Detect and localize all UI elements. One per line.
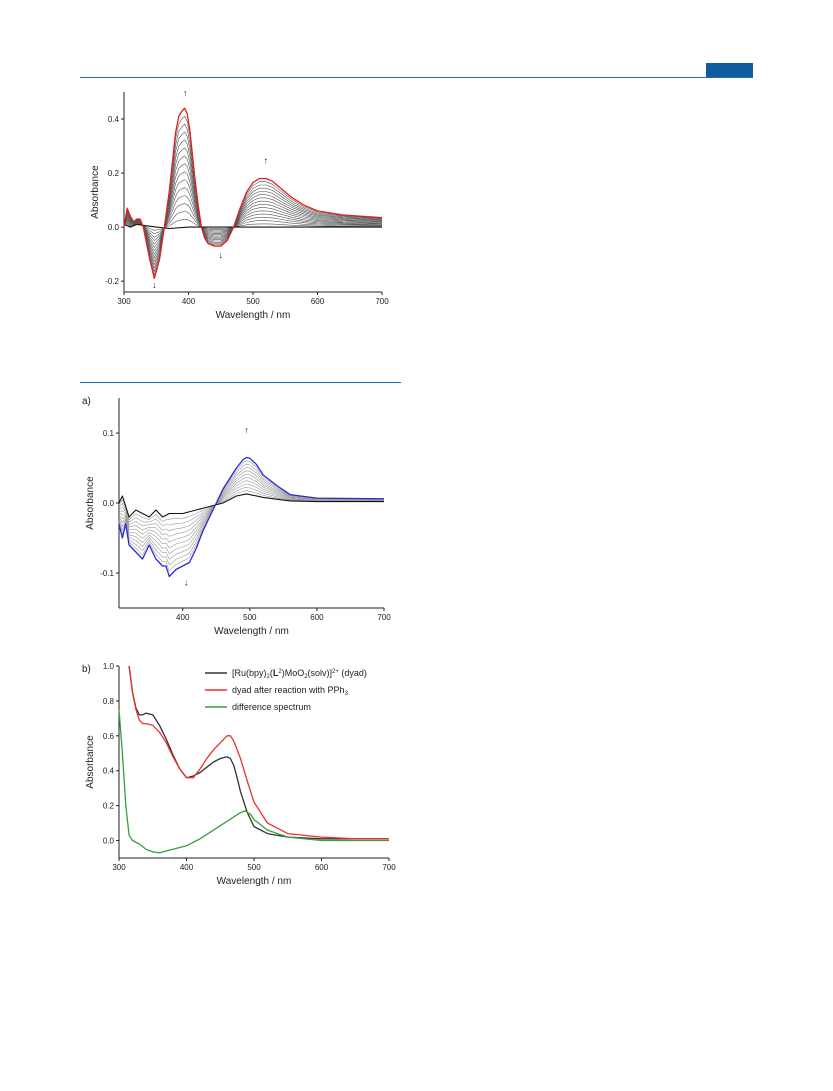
y-tick-label: -0.2 (105, 277, 119, 286)
initial-trace-line (123, 223, 382, 230)
y-tick-label: 0.1 (103, 429, 115, 438)
series-line (118, 709, 389, 854)
x-tick-label: 600 (311, 297, 325, 306)
y-tick-label: -0.1 (100, 569, 114, 578)
x-tick-label: 600 (315, 863, 329, 872)
intermediate-trace-line (118, 473, 385, 549)
intermediate-trace-line (123, 195, 383, 241)
legend-text-part: ( (270, 668, 273, 678)
intermediate-trace-line (118, 490, 384, 522)
x-tick-label: 500 (246, 297, 260, 306)
y-tick-label: 0.0 (103, 837, 115, 846)
intermediate-trace-line (123, 155, 383, 259)
section-rule (80, 382, 401, 383)
y-tick-label: 0.2 (108, 169, 120, 178)
x-tick-label: 400 (180, 863, 194, 872)
arrow-annotation: ↓ (152, 280, 157, 290)
intermediate-trace-line (123, 187, 383, 245)
legend-text-part: )MoO (282, 668, 305, 678)
x-tick-label: 700 (382, 863, 396, 872)
intermediate-trace-line (118, 480, 385, 537)
legend-text-part: L (273, 668, 279, 678)
series-line (128, 665, 389, 840)
legend-text-part: 2 (304, 674, 308, 680)
chart-absorbance-spectra-1: 300 400 500 600 700 -0.2 0.0 0.2 0.4 Wavelength /… (90, 88, 389, 321)
x-tick-label: 400 (176, 613, 190, 622)
legend-text-part: 2 (267, 674, 271, 680)
panel-label: b) (82, 664, 91, 675)
intermediate-trace-line (123, 203, 383, 238)
series-line (128, 665, 389, 840)
final-trace-line (118, 456, 385, 578)
x-tick-label: 600 (310, 613, 324, 622)
y-tick-label: 0.0 (103, 499, 115, 508)
header-rule (80, 77, 753, 78)
final-trace-line (123, 107, 383, 280)
arrow-annotation: ↑ (264, 156, 269, 166)
legend-text-part: dyad after reaction with PPh (232, 685, 345, 695)
legend-text-part: 2 (278, 669, 282, 675)
chart-absorbance-spectra-a: 400 500 600 700 -0.1 0.0 0.1 Wavelength / nm Abs… (82, 396, 391, 637)
intermediate-trace-line (123, 163, 383, 255)
arrow-annotation: ↓ (219, 250, 224, 260)
y-axis-title: Absorbance (85, 735, 96, 789)
arrow-annotation: ↓ (184, 578, 189, 588)
y-tick-label: 0.4 (108, 115, 120, 124)
y-axis-title: Absorbance (90, 165, 101, 219)
legend-text-part: (solv)] (308, 668, 333, 678)
intermediate-trace-line (123, 147, 383, 262)
x-tick-label: 500 (247, 863, 261, 872)
intermediate-trace-line (118, 460, 385, 572)
x-tick-label: 400 (182, 297, 196, 306)
intermediate-trace-line (123, 131, 383, 269)
y-tick-label: 0.2 (103, 802, 115, 811)
y-tick-label: 0.8 (103, 697, 115, 706)
legend-text-part: (dyad) (339, 668, 367, 678)
y-tick-label: 0.0 (108, 223, 120, 232)
y-axis-title: Absorbance (85, 476, 96, 530)
intermediate-trace-line (123, 171, 383, 252)
legend-label: dyad after reaction with PPh3 (232, 685, 349, 697)
x-tick-label: 700 (377, 613, 391, 622)
intermediate-trace-line (118, 477, 385, 543)
panel-label: a) (82, 396, 91, 407)
x-tick-label: 300 (117, 297, 131, 306)
chart-absorbance-spectra-b: 300 400 500 600 700 0.0 0.2 0.4 0.6 0.8 1.0 Wavelen… (82, 662, 396, 887)
x-tick-label: 700 (375, 297, 389, 306)
y-tick-label: 0.4 (103, 767, 115, 776)
legend-text-part: [Ru(bpy) (232, 668, 267, 678)
intermediate-trace-line (118, 467, 385, 560)
header-accent-block (706, 63, 753, 77)
intermediate-trace-line (123, 139, 383, 265)
legend-label: [Ru(bpy)2(L2)MoO2(solv)]2+ (dyad) (232, 668, 367, 680)
intermediate-trace-line (118, 487, 385, 527)
legend-text-part: 3 (345, 691, 349, 697)
legend-label: difference spectrum (232, 702, 311, 712)
x-axis-title: Wavelength / nm (217, 876, 292, 887)
legend-text-part: 2+ (332, 669, 339, 675)
intermediate-trace-line (118, 463, 385, 566)
y-tick-label: 1.0 (103, 662, 115, 671)
y-tick-label: 0.6 (103, 732, 115, 741)
arrow-annotation: ↑ (244, 425, 249, 435)
x-axis-title: Wavelength / nm (216, 310, 291, 321)
legend-text-part: difference spectrum (232, 702, 311, 712)
intermediate-trace-line (118, 470, 385, 554)
intermediate-trace-line (123, 211, 383, 234)
x-tick-label: 500 (243, 613, 257, 622)
x-axis-title: Wavelength / nm (214, 626, 289, 637)
arrow-annotation: ↑ (183, 88, 188, 98)
x-tick-label: 300 (112, 863, 126, 872)
intermediate-trace-line (118, 483, 385, 531)
initial-trace-line (118, 493, 384, 518)
intermediate-trace-line (123, 179, 383, 248)
intermediate-trace-line (124, 219, 383, 231)
